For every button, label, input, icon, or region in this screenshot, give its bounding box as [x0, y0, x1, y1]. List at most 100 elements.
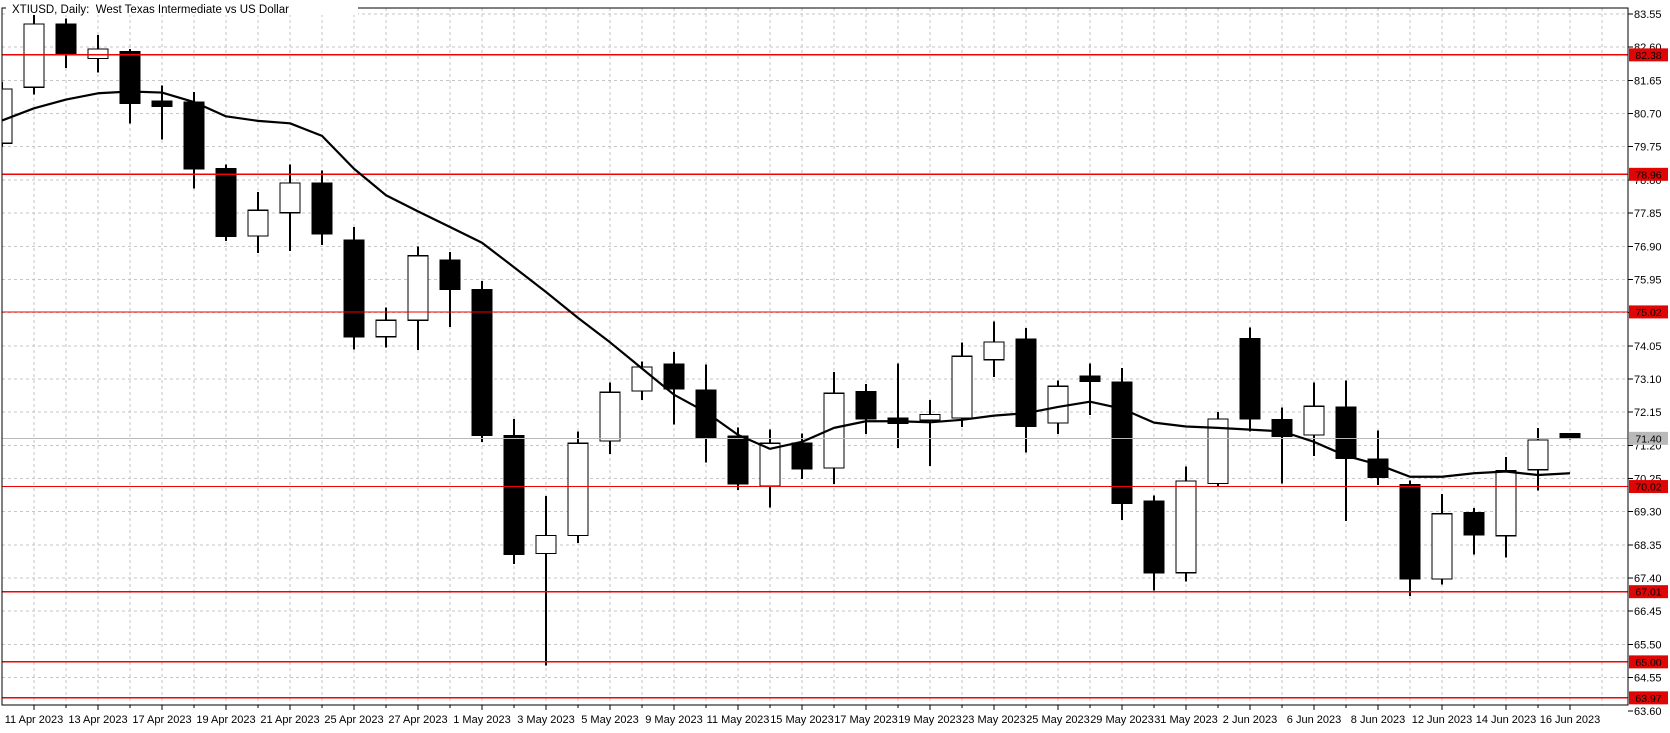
candle-body: [23, 23, 45, 88]
chart-title-backdrop: [6, 2, 358, 15]
level-price-badge-background: [1629, 167, 1668, 181]
level-price-badge: 78.96: [1629, 167, 1668, 181]
y-axis-label: 65.50: [1634, 639, 1662, 651]
moving-average-line: [2, 90, 1571, 478]
candle-bearish: [503, 419, 525, 565]
candle-body: [407, 255, 429, 321]
level-price-badge-background: [1629, 691, 1668, 705]
candle-bearish: [1335, 380, 1357, 521]
candle-body: [567, 442, 589, 537]
candle-bullish: [1175, 466, 1197, 582]
y-axis-label: 74.05: [1634, 341, 1662, 353]
plot-border: [1, 7, 1629, 706]
x-axis-label: 12 Jun 2023: [1412, 714, 1473, 726]
x-axis-label: 14 Jun 2023: [1476, 714, 1537, 726]
level-price-badge: 67.01: [1629, 585, 1668, 599]
candle-body: [919, 414, 941, 421]
candle-bearish: [343, 227, 365, 350]
x-axis: 11 Apr 2023 13 Apr 2023 17 Apr 2023 19 Apr …: [5, 705, 1600, 726]
candle-bullish: [983, 321, 1005, 378]
y-axis-label: 69.30: [1634, 507, 1662, 519]
candle-body: [503, 434, 525, 555]
candle-bullish: [599, 382, 621, 455]
level-price-badge: 65.00: [1629, 655, 1668, 669]
candle-body: [535, 534, 557, 555]
level-price-badge-text: 82.38: [1635, 50, 1661, 62]
candle-body: [1431, 513, 1453, 580]
y-axis: 83.5582.6081.6580.7079.7578.8077.8576.90…: [1628, 9, 1668, 718]
y-axis-label: 68.35: [1634, 540, 1662, 552]
level-price-badge: 70.02: [1629, 480, 1668, 494]
candle-body: [343, 239, 365, 338]
level-price-badge-background: [1629, 48, 1668, 62]
candle-body: [727, 435, 749, 485]
y-axis-label: 83.55: [1634, 9, 1662, 21]
x-axis-label: 19 May 2023: [898, 714, 962, 726]
candle-bullish: [567, 431, 589, 544]
level-price-badge-background: [1629, 655, 1668, 669]
x-axis-label: 3 May 2023: [517, 714, 574, 726]
candle-bullish: [279, 164, 301, 252]
candle-bearish: [1143, 495, 1165, 591]
y-axis-label: 79.75: [1634, 142, 1662, 154]
x-axis-label: 9 May 2023: [645, 714, 702, 726]
candle-bearish: [151, 85, 173, 140]
y-axis-label: 81.65: [1634, 75, 1662, 87]
x-axis-label: 15 May 2023: [770, 714, 834, 726]
candle-bearish: [663, 352, 685, 425]
candle-body: [1303, 405, 1325, 436]
level-price-badge: 75.02: [1629, 305, 1668, 319]
x-axis-label: 25 Apr 2023: [324, 714, 383, 726]
x-axis-label: 31 May 2023: [1154, 714, 1218, 726]
y-axis-label: 67.40: [1634, 573, 1662, 585]
candle-body: [663, 363, 685, 390]
candle-body: [695, 389, 717, 439]
candle-bullish: [247, 192, 269, 254]
candle-body: [823, 392, 845, 469]
candle-bearish: [55, 18, 77, 69]
y-axis-label: 63.60: [1634, 706, 1662, 718]
level-price-badge-background: [1629, 305, 1668, 319]
candle-body: [1207, 418, 1229, 485]
candle-body: [1335, 406, 1357, 459]
candle-bullish: [87, 34, 109, 73]
x-axis-label: 17 Apr 2023: [132, 714, 191, 726]
x-axis-label: 5 May 2023: [581, 714, 638, 726]
candle-body: [151, 100, 173, 108]
candle-body: [375, 319, 397, 338]
candle-bearish: [1399, 480, 1421, 596]
candle-body: [599, 391, 621, 442]
y-axis-label: 80.70: [1634, 109, 1662, 121]
candle-bullish: [1207, 411, 1229, 488]
level-price-badge-text: 75.02: [1635, 307, 1661, 319]
x-axis-label: 29 May 2023: [1090, 714, 1154, 726]
y-axis-label: 64.55: [1634, 673, 1662, 685]
level-price-badge: 63.97: [1629, 691, 1668, 705]
level-price-badge: 82.38: [1629, 48, 1668, 62]
candle-bearish: [119, 48, 141, 124]
x-axis-label: 8 Jun 2023: [1351, 714, 1405, 726]
candle-body: [951, 355, 973, 419]
x-axis-label: 11 Apr 2023: [5, 714, 64, 726]
x-axis-label: 11 May 2023: [707, 714, 770, 726]
candle-body: [1079, 375, 1101, 383]
x-axis-label: 21 Apr 2023: [260, 714, 319, 726]
level-price-badge-background: [1629, 480, 1668, 494]
candle-body: [215, 168, 237, 238]
candle-body: [311, 182, 333, 235]
level-price-badge-background: [1629, 585, 1668, 599]
x-axis-label: 25 May 2023: [1026, 714, 1090, 726]
candle-bearish: [1463, 508, 1485, 555]
x-axis-label: 1 May 2023: [453, 714, 510, 726]
level-price-badge-text: 67.01: [1635, 587, 1661, 599]
candle-body: [1527, 439, 1549, 471]
candle-body: [247, 209, 269, 237]
candle-body: [439, 259, 461, 290]
candle-body: [471, 288, 493, 437]
candle-bearish: [1111, 368, 1133, 521]
candle-bullish: [375, 307, 397, 348]
candle-body: [855, 390, 877, 420]
current-price-badge: 71.40: [1629, 431, 1668, 445]
